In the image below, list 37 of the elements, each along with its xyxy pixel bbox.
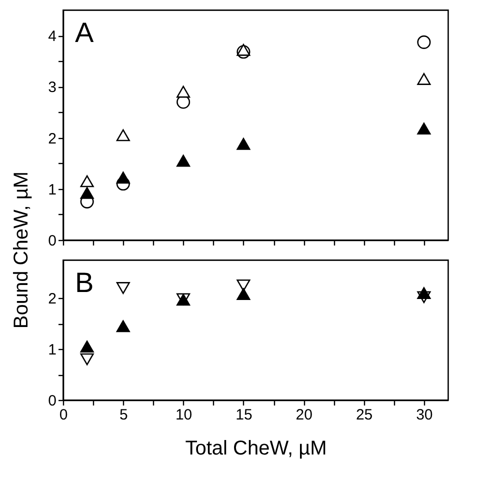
y-tick-label: 0 (48, 232, 56, 250)
y-tick-label: 3 (48, 79, 56, 96)
point (176, 86, 190, 98)
x-axis-title: Total CheW, µM (185, 438, 327, 460)
point (176, 154, 190, 167)
x-tick-label: 0 (59, 406, 68, 424)
y-tick-label: 0 (48, 392, 56, 410)
y-tick-label: 2 (48, 130, 56, 148)
point (236, 288, 250, 300)
x-tick-label: 20 (296, 406, 312, 424)
x-tick-label: 30 (416, 406, 433, 424)
point (116, 282, 130, 294)
point (116, 172, 130, 184)
y-tick-label: 2 (48, 290, 56, 308)
x-tick-label: 15 (236, 406, 252, 424)
y-tick-label: 1 (48, 342, 56, 359)
point (417, 73, 431, 85)
point (417, 35, 431, 49)
x-tick-label: 25 (356, 406, 373, 424)
annotation: B (75, 267, 94, 298)
point (80, 353, 94, 366)
point (80, 187, 94, 199)
y-tick-label: 1 (48, 181, 56, 198)
x-tick-label: 5 (119, 406, 128, 424)
annotation: A (75, 17, 94, 48)
point (80, 175, 94, 188)
y-tick-label: 4 (48, 28, 56, 46)
point (236, 44, 250, 56)
point (116, 320, 130, 332)
point (417, 287, 431, 300)
y-axis-title: Bound CheW, µM (10, 171, 34, 329)
point (80, 340, 94, 352)
point (236, 280, 250, 292)
point (236, 138, 250, 150)
point (116, 129, 130, 142)
point (417, 122, 431, 135)
x-tick-label: 10 (175, 406, 192, 424)
